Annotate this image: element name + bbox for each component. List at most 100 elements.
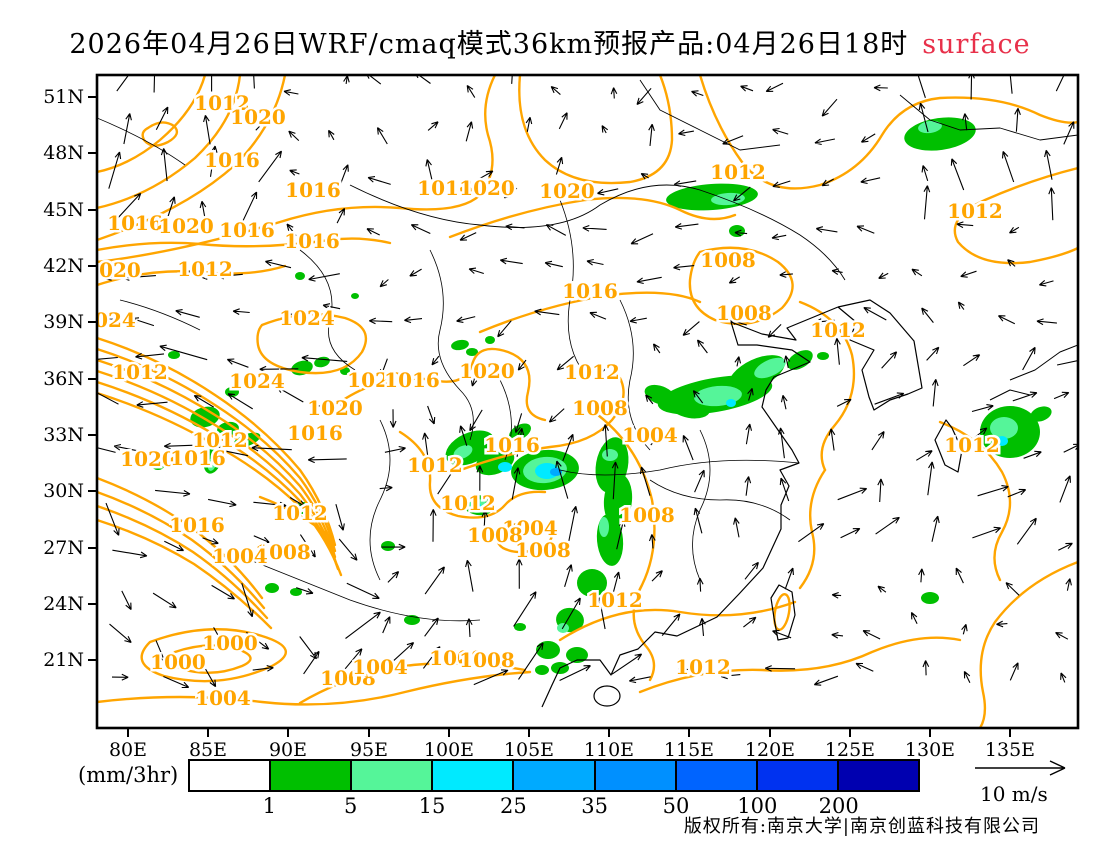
wind-arrow-set [97,75,1078,689]
isobar-label: 1012 [675,655,731,679]
colorbar-tick-label: 100 [737,794,778,818]
lon-tick-label: 85E [189,739,227,761]
isobar-label: 1020 [459,359,515,383]
coastline-borders [97,79,1078,708]
precip-blob [381,541,395,551]
precip-blob [536,641,560,659]
colorbar-tick-label: 25 [499,794,527,818]
colorbar-cell [350,761,432,790]
isobar-label: 1012 [564,360,620,384]
isobar-label: 1008 [320,666,376,690]
isobar-label: 1004 [195,686,251,710]
isobar-label: 1012 [194,91,250,115]
lat-tick-label: 27N [43,537,84,559]
isobar-label: 1016 [484,433,540,457]
lat-tick-label: 30N [43,480,84,502]
isobar-label: 1012 [192,428,248,452]
isobar-label: 1020 [158,214,214,238]
precip-blob [471,502,481,510]
lat-tick-label: 48N [43,142,84,164]
colorbar-cell [512,761,594,790]
precip-blob [265,583,279,593]
isobar-label: 1020 [347,368,403,392]
isobar-label: 1016 [219,218,275,242]
isobar-label: 1012 [112,360,168,384]
precip-blob [577,569,607,597]
precip-blob [754,357,786,379]
precip-blob [217,421,239,437]
isobar-label: 1008 [467,523,523,547]
lat-tick-label: 21N [43,649,84,671]
precip-blob [996,436,1008,446]
isobar-label: 1024 [80,308,136,332]
precip-blob [921,592,939,604]
precip-blob [726,399,736,407]
wind-reference-arrow [975,760,1066,776]
colorbar-tick-labels: 1 5 15 25 35 50 100 200 [0,794,1100,820]
isobar-label: 1016 [170,446,226,470]
isobar-label: 1020 [307,396,363,420]
precip-blob [737,254,747,264]
isobar-label: 1016 [384,368,440,392]
lat-tick-label: 39N [43,311,84,333]
lon-tick-label: 110E [584,739,634,761]
wind-reference-legend: 10 m/s [950,752,1090,812]
precip-blob [233,432,261,448]
latitude-axis: 51N 48N 45N 42N 39N 36N 33N 30N 27N 24N 21N [43,86,97,671]
isobar-label: 1020 [120,447,176,471]
colorbar-tick-label: 15 [418,794,446,818]
colorbar-tick-label: 35 [581,794,609,818]
page-title: 2026年04月26日WRF/cmaq模式36km预报产品:04月26日18时 s… [0,22,1100,61]
precip-blob [990,417,1018,439]
isobar-label: 1008 [515,538,571,562]
colorbar-tick-label: 1 [262,794,277,818]
isobar-label: 1024 [279,306,335,330]
precip-blob [729,225,745,237]
precip-blob [152,462,164,470]
lon-tick-label: 135E [985,739,1035,761]
precip-blob [290,588,302,596]
precip-blob [603,474,633,526]
colorbar-cell [431,761,513,790]
lon-tick-label: 115E [664,739,714,761]
lon-tick-label: 130E [905,739,955,761]
title-main: 2026年04月26日WRF/cmaq模式36km预报产品:04月26日18时 [69,29,909,60]
colorbar-cell [674,761,756,790]
isobar-label: 1020 [459,176,515,200]
precip-blob [514,623,526,631]
colorbar-unit-label: (mm/3hr) [78,763,179,787]
precip-blob [451,339,469,351]
precip-blob [291,360,313,376]
isobar-label: 1008 [700,248,756,272]
colorbar-cell [190,761,270,790]
isobar-label: 1004 [502,516,558,540]
isobar-label: 1004 [622,423,678,447]
lon-tick-label: 90E [269,739,307,761]
isobar-label: 1012 [810,318,866,342]
precip-blob [207,457,217,471]
lat-tick-label: 45N [43,199,84,221]
isobar-label: 1012 [177,257,233,281]
lon-tick-label: 120E [745,739,795,761]
isobar-label: 1016 [562,279,618,303]
precip-blob [466,348,478,356]
precip-blob [817,352,829,360]
colorbar-cell [593,761,675,790]
lat-tick-label: 42N [43,255,84,277]
isobar-label: 1004 [352,655,408,679]
isobar-label: 1012 [407,453,463,477]
isobar-label: 1008 [572,396,628,420]
isobar-label: 1012 [947,199,1003,223]
isobar-label: 1004 [212,544,268,568]
precip-blob [453,445,473,459]
precip-blob [599,517,609,537]
isobar-label: 1020 [230,105,286,129]
isobar-label: 1016 [204,148,260,172]
lon-tick-label: 80E [109,739,147,761]
precip-blob [787,350,813,370]
wind-vectors [97,75,1078,689]
colorbar-tick-label: 5 [343,794,358,818]
precip-blob [351,293,359,299]
